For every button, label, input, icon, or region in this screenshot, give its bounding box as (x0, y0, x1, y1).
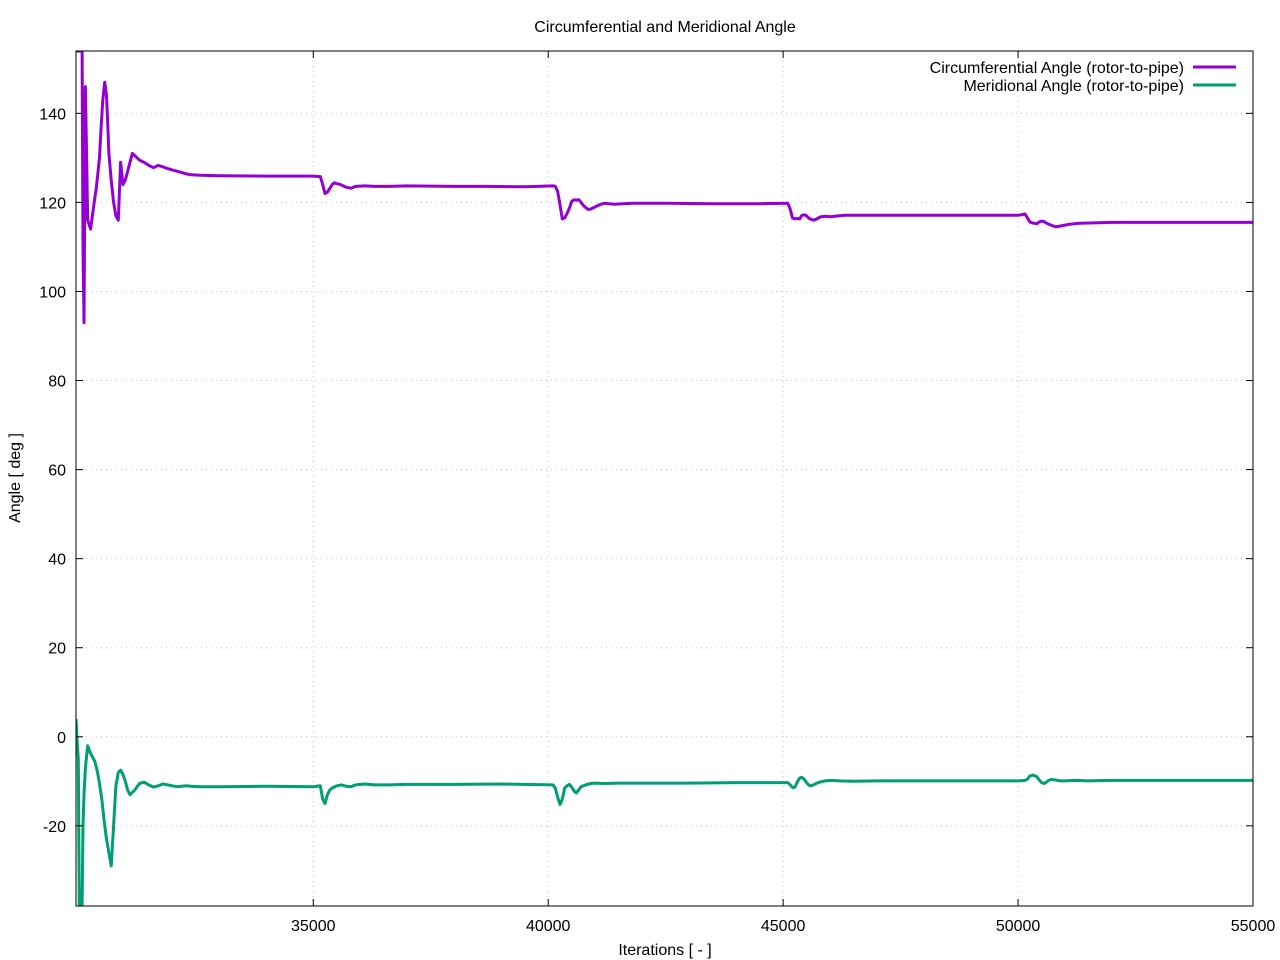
y-tick-label: -20 (43, 819, 66, 836)
axis-ticks: 35000 40000 45000 50000 55000 -20 0 20 40 60 80 100… (39, 51, 1275, 935)
chart-title: Circumferential and Meridional Angle (534, 19, 796, 36)
x-tick-label: 40000 (526, 918, 571, 935)
y-tick-label: 20 (48, 641, 66, 658)
x-tick-label: 50000 (996, 918, 1041, 935)
y-tick-label: 100 (39, 284, 66, 301)
series-line-meridional (76, 718, 1253, 906)
series-lines (76, 51, 1253, 906)
y-axis-label: Angle [ deg ] (7, 433, 24, 523)
grid-lines (76, 51, 1253, 906)
legend-label: Meridional Angle (rotor-to-pipe) (963, 78, 1184, 95)
y-tick-label: 60 (48, 463, 66, 480)
x-axis-label: Iterations [ - ] (618, 942, 711, 959)
y-tick-label: 140 (39, 106, 66, 123)
y-tick-label: 0 (57, 730, 66, 747)
x-tick-label: 55000 (1231, 918, 1276, 935)
x-tick-label: 35000 (291, 918, 336, 935)
y-tick-label: 80 (48, 374, 66, 391)
legend-label: Circumferential Angle (rotor-to-pipe) (930, 60, 1184, 77)
series-line-circumferential (76, 51, 1253, 325)
x-tick-label: 45000 (761, 918, 806, 935)
y-tick-label: 120 (39, 195, 66, 212)
legend: Circumferential Angle (rotor-to-pipe)Mer… (930, 60, 1236, 95)
plot-frame (75, 50, 1254, 907)
y-tick-label: 40 (48, 552, 66, 569)
